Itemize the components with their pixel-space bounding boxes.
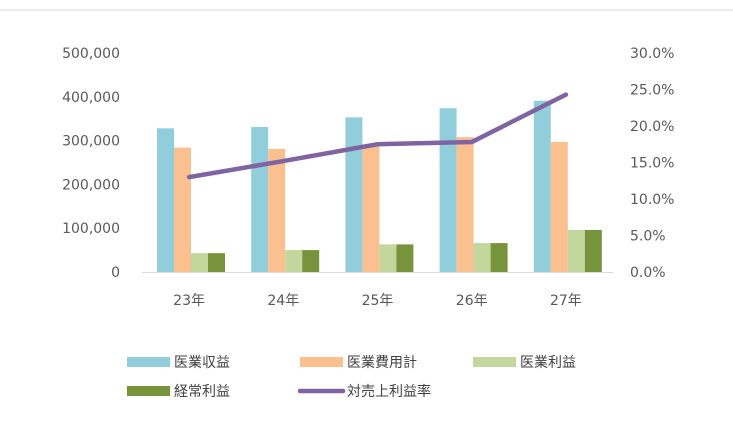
y-left-tick-label: 500,000 — [62, 46, 120, 62]
x-tick-label: 25年 — [362, 293, 394, 309]
legend-label: 医業費用計 — [347, 355, 417, 371]
bar-医業利益 — [285, 250, 303, 272]
legend-label: 経常利益 — [174, 384, 230, 400]
bar-医業利益 — [567, 229, 585, 272]
y-right-tick-label: 10.0% — [630, 192, 674, 208]
x-tick-label: 26年 — [456, 293, 488, 309]
legend-label: 医業利益 — [520, 355, 576, 371]
bar-経常利益 — [490, 243, 508, 272]
y-right-tick-label: 15.0% — [630, 156, 674, 172]
y-left-tick-label: 200,000 — [62, 177, 120, 193]
y-left-tick-label: 100,000 — [62, 221, 120, 237]
bar-医業利益 — [473, 243, 491, 272]
bar-経常利益 — [584, 229, 602, 272]
legend-label: 医業収益 — [174, 355, 230, 371]
bar-医業費用計 — [362, 144, 380, 272]
legend-swatch-経常利益 — [127, 386, 170, 396]
bar-経常利益 — [208, 253, 225, 272]
bar-医業費用計 — [550, 141, 568, 272]
y-left-tick-label: 300,000 — [62, 134, 120, 150]
bar-医業費用計 — [174, 147, 191, 272]
plot-area: 0 100,000 200,000 300,000 400,000 500,000 0.0%… — [62, 46, 674, 309]
bar-医業収益 — [251, 127, 269, 272]
y-right-tick-label: 25.0% — [630, 83, 674, 99]
bar-医業収益 — [533, 100, 551, 272]
y-right-tick-label: 5.0% — [630, 229, 666, 245]
legend-label: 対売上利益率 — [347, 383, 431, 400]
bar-医業利益 — [379, 244, 397, 272]
bar-経常利益 — [302, 250, 320, 272]
bar-医業利益 — [191, 253, 208, 272]
x-tick-label: 23年 — [173, 293, 205, 309]
legend-swatch-医業利益 — [473, 357, 516, 367]
bar-医業費用計 — [456, 137, 474, 272]
x-tick-label: 27年 — [550, 293, 582, 309]
legend-swatch-医業費用計 — [300, 357, 343, 367]
y-right-tick-label: 30.0% — [630, 46, 674, 62]
bar-経常利益 — [396, 244, 414, 272]
y-left-tick-label: 400,000 — [62, 90, 120, 106]
y-right-tick-label: 0.0% — [630, 265, 666, 281]
y-left-tick-label: 0 — [111, 265, 120, 281]
bar-医業費用計 — [268, 148, 286, 272]
x-tick-label: 24年 — [267, 293, 299, 309]
bar-医業収益 — [345, 117, 363, 272]
y-right-tick-label: 20.0% — [630, 119, 674, 135]
line-対売上利益率 — [186, 92, 569, 180]
bar-医業収益 — [157, 128, 174, 272]
bar-医業収益 — [439, 108, 457, 272]
legend-swatch-医業収益 — [127, 357, 170, 367]
